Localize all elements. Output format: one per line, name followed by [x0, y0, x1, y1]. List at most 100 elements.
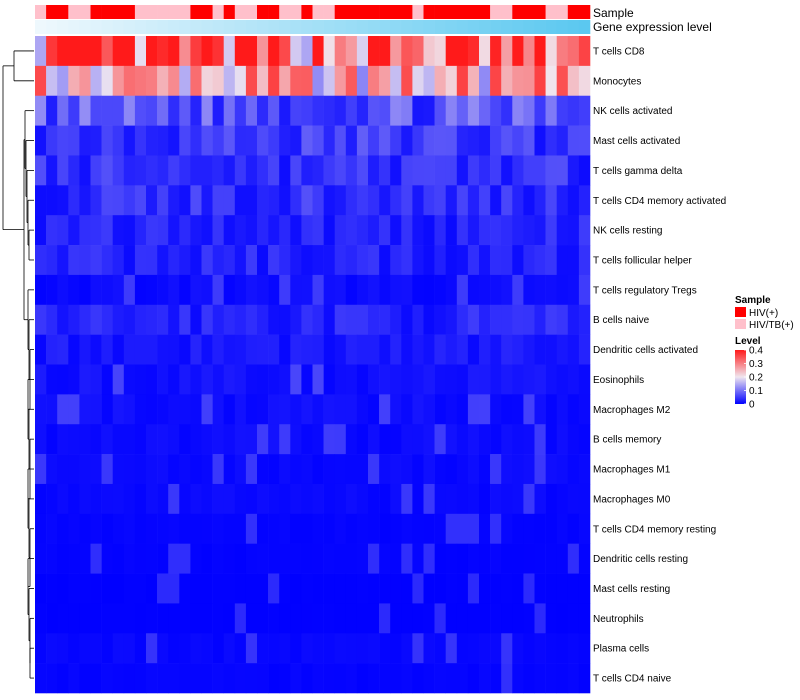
heatmap-cell	[545, 573, 557, 604]
heatmap-cell	[390, 215, 402, 246]
heatmap-cell	[279, 334, 291, 365]
sample-annotation-cell	[168, 5, 180, 19]
heatmap-cell	[212, 513, 224, 544]
heatmap-cell	[101, 424, 113, 455]
heatmap-cell	[123, 215, 136, 246]
heatmap-cell	[157, 633, 169, 664]
sample-annotation-cell	[501, 5, 513, 19]
heatmap-cell	[423, 513, 435, 544]
heatmap-cell	[312, 155, 324, 186]
sample-annotation-cell	[345, 5, 358, 19]
heatmap-cell	[368, 304, 380, 335]
heatmap-cell	[268, 274, 280, 306]
heatmap-cell	[245, 364, 258, 395]
heatmap-cell	[112, 215, 125, 246]
heatmap-cell	[334, 185, 347, 216]
heatmap-cell	[168, 364, 180, 395]
heatmap-cell	[456, 483, 469, 515]
heatmap-cell	[334, 483, 347, 515]
heatmap-cell	[345, 215, 358, 246]
heatmap-cell	[445, 274, 458, 306]
heatmap-cell	[90, 364, 102, 395]
heatmap-cell	[501, 394, 513, 425]
legend-label-hiv-tb: HIV/TB(+)	[749, 320, 794, 331]
heatmap-cell	[146, 663, 158, 694]
heatmap-cell	[290, 603, 302, 634]
heatmap-cell	[423, 95, 435, 126]
heatmap-cell	[290, 65, 302, 97]
heatmap-cell	[545, 274, 557, 306]
row-label: T cells follicular helper	[593, 255, 692, 266]
heatmap-cell	[179, 573, 191, 604]
heatmap-cell	[467, 245, 480, 276]
heatmap-cell	[223, 304, 236, 335]
heatmap-cell	[223, 633, 236, 664]
heatmap-cell	[412, 36, 424, 67]
heatmap-cell	[479, 245, 491, 276]
sample-annotation-cell	[234, 5, 247, 19]
expression-annotation-cell	[190, 20, 202, 34]
heatmap-cell	[112, 424, 125, 455]
heatmap-cell	[146, 125, 158, 156]
heatmap-cell	[46, 125, 58, 156]
expression-annotation-cell	[146, 20, 158, 34]
heatmap-cell	[234, 334, 247, 365]
heatmap-cell	[467, 304, 480, 335]
heatmap-cell	[168, 215, 180, 246]
heatmap-cell	[545, 663, 557, 694]
heatmap-cell	[423, 573, 435, 604]
heatmap-cell	[368, 603, 380, 634]
heatmap-cell	[323, 483, 335, 515]
heatmap-cell	[401, 334, 413, 365]
heatmap-cell	[456, 125, 469, 156]
sample-annotation-cell	[179, 5, 191, 19]
row-labels: T cells CD8 Monocytes NK cells activated Ma…	[593, 46, 726, 684]
expression-annotation-cell	[512, 20, 524, 34]
heatmap-cell	[578, 454, 591, 485]
expression-annotation-cell	[334, 20, 347, 34]
heatmap-cell	[146, 573, 158, 604]
sample-annotation-cell	[123, 5, 136, 19]
heatmap-cell	[79, 633, 91, 664]
heatmap-cell	[179, 513, 191, 544]
heatmap-cell	[412, 334, 424, 365]
level-tick-label: 0.4	[749, 346, 763, 357]
heatmap-cell	[46, 543, 58, 574]
heatmap-cell	[323, 364, 335, 395]
heatmap-cell	[112, 125, 125, 156]
heatmap-cell	[290, 633, 302, 664]
heatmap-cell	[46, 633, 58, 664]
heatmap-cell	[312, 603, 324, 634]
heatmap-cell	[434, 245, 446, 276]
heatmap-cell	[134, 633, 147, 664]
heatmap-cell	[345, 543, 358, 574]
heatmap-cell	[46, 304, 58, 335]
heatmap-cell	[201, 663, 213, 694]
heatmap-cell	[79, 95, 91, 126]
heatmap-cell	[179, 603, 191, 634]
heatmap-cell	[101, 483, 113, 515]
heatmap-cell	[79, 364, 91, 395]
heatmap-cell	[68, 125, 80, 156]
heatmap-cell	[501, 543, 513, 574]
heatmap-cell	[201, 454, 213, 485]
heatmap-cell	[179, 424, 191, 455]
heatmap-cell	[245, 304, 258, 335]
heatmap-cell	[479, 304, 491, 335]
heatmap-cell	[467, 155, 480, 186]
heatmap-cell	[134, 95, 147, 126]
heatmap-cell	[567, 663, 580, 694]
heatmap-cell	[35, 215, 47, 246]
sample-annotation-cell	[456, 5, 469, 19]
heatmap-cell	[279, 36, 291, 67]
heatmap-cell	[157, 274, 169, 306]
heatmap-cell	[290, 155, 302, 186]
heatmap-cell	[345, 125, 358, 156]
heatmap-cell	[512, 215, 524, 246]
heatmap-cell	[567, 155, 580, 186]
heatmap-cell	[112, 185, 125, 216]
heatmap-cell	[234, 424, 247, 455]
heatmap-cell	[379, 95, 391, 126]
heatmap-cell	[545, 215, 557, 246]
heatmap-cell	[201, 573, 213, 604]
